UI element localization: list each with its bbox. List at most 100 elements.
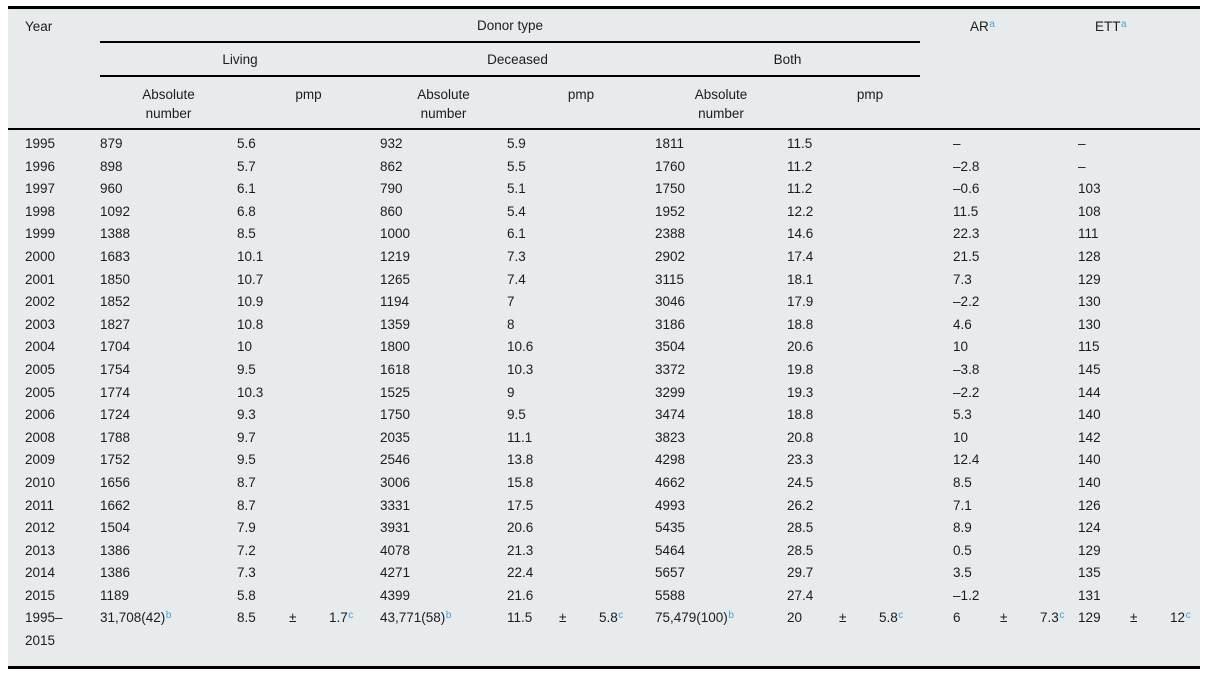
footnote-marker-a: a xyxy=(989,18,995,30)
cell-living-abs: 1683 xyxy=(100,248,131,264)
cell-deceased-pmp: 22.4 xyxy=(507,565,534,581)
cell-both-abs: 2902 xyxy=(655,248,686,264)
table-row: 2011 1662 8.7 3331 17.5 4993 26.2 7.1 126 xyxy=(8,495,1200,518)
cell-ett: 103 xyxy=(1078,181,1101,197)
cell-both-abs: 4662 xyxy=(655,474,686,490)
cell-ett: 135 xyxy=(1078,565,1101,581)
cell-living-pmp-mean: 8.5 ±1.7c xyxy=(237,607,380,667)
table-summary: 1995–2015 31,708(42)b 8.5 ±1.7c 43,771(58… xyxy=(8,607,1200,667)
table-row: 1996 898 5.7 862 5.5 1760 11.2 –2.8 – xyxy=(8,156,1200,179)
cell-living-pmp: 7.9 xyxy=(237,520,256,536)
cell-living-abs: 1788 xyxy=(100,429,131,445)
cell-both-abs: 1750 xyxy=(655,181,686,197)
cell-ett: 129 xyxy=(1078,271,1101,287)
table-row: 2012 1504 7.9 3931 20.6 5435 28.5 8.9 124 xyxy=(8,517,1200,540)
col-header-deceased: Deceased xyxy=(380,43,655,77)
cell-year: 2014 xyxy=(25,565,56,581)
cell-living-abs: 1656 xyxy=(100,474,131,490)
cell-deceased-pmp: 15.8 xyxy=(507,474,534,490)
cell-year: 1998 xyxy=(25,203,56,219)
cell-both-abs: 1811 xyxy=(655,128,787,156)
cell-ett: 140 xyxy=(1078,452,1101,468)
cell-ar: 7.1 xyxy=(953,497,972,513)
cell-living-abs-total: 31,708(42)b xyxy=(100,609,172,626)
cell-both-abs: 3504 xyxy=(655,339,686,355)
table-row: 1995 879 5.6 932 5.9 1811 11.5– – xyxy=(8,128,1201,156)
cell-both-pmp: 24.5 xyxy=(787,474,814,490)
cell-year: 2015 xyxy=(25,587,56,603)
cell-deceased-pmp: 5.4 xyxy=(507,203,526,219)
header-row-sub: Absolute number pmp Absolute number pmp … xyxy=(8,77,1200,129)
cell-ett: 140 xyxy=(1078,407,1101,423)
cell-living-abs: 1388 xyxy=(100,226,131,242)
cell-deceased-pmp: 21.6 xyxy=(507,587,534,603)
cell-deceased-abs: 1265 xyxy=(380,271,411,287)
table-row: 2006 1724 9.3 1750 9.5 3474 18.8 5.3 140 xyxy=(8,404,1200,427)
cell-living-pmp: 5.7 xyxy=(237,158,256,174)
donor-type-label: Donor type xyxy=(477,18,544,33)
cell-both-abs: 3474 xyxy=(655,407,686,423)
cell-deceased-pmp: 9 xyxy=(507,384,515,400)
cell-ar-mean: 6 ±7.3c xyxy=(953,607,1078,667)
footnote-marker-c: c xyxy=(1185,609,1191,621)
table-row: 2010 1656 8.7 3006 15.8 4662 24.5 8.5 140 xyxy=(8,472,1200,495)
cell-living-pmp: 9.5 xyxy=(237,361,256,377)
cell-ar: 5.3 xyxy=(953,407,972,423)
cell-year: 2001 xyxy=(25,271,56,287)
header-row-top: Year Donor type ARa ETTa xyxy=(8,8,1200,43)
cell-ett: 126 xyxy=(1078,497,1101,513)
cell-both-abs: 3186 xyxy=(655,316,686,332)
col-header-deceased-absolute: Absolute number xyxy=(417,87,470,121)
cell-living-pmp: 10 xyxy=(237,339,253,355)
cell-deceased-pmp: 7.3 xyxy=(507,248,526,264)
cell-year: 2010 xyxy=(25,474,56,490)
cell-living-abs: 1827 xyxy=(100,316,131,332)
cell-living-pmp: 6.8 xyxy=(237,203,256,219)
cell-ar: – xyxy=(953,128,1079,156)
cell-deceased-pmp: 21.3 xyxy=(507,542,534,558)
cell-both-pmp: 12.2 xyxy=(787,203,814,219)
cell-year: 2012 xyxy=(25,520,56,536)
cell-ar: 3.5 xyxy=(953,565,972,581)
cell-both-abs: 3372 xyxy=(655,361,686,377)
cell-deceased-pmp: 8 xyxy=(507,316,515,332)
cell-ar: 10 xyxy=(953,429,969,445)
cell-living-abs: 960 xyxy=(100,181,123,197)
cell-ar: 8.9 xyxy=(953,520,972,536)
table-row: 2013 1386 7.2 4078 21.3 5464 28.5 0.5 129 xyxy=(8,540,1200,563)
cell-living-abs: 1386 xyxy=(100,542,131,558)
cell-deceased-abs: 1618 xyxy=(380,361,411,377)
cell-deceased-pmp: 7.4 xyxy=(507,271,526,287)
cell-year: 1995 xyxy=(8,128,100,156)
table-header: Year Donor type ARa ETTa Living Deceased… xyxy=(8,8,1200,130)
plus-minus-sign: ± xyxy=(1130,610,1138,626)
table-row: 2001 1850 10.7 1265 7.4 3115 18.1 7.3 129 xyxy=(8,269,1200,292)
cell-year: 1997 xyxy=(25,181,56,197)
cell-both-abs: 3299 xyxy=(655,384,686,400)
plus-minus-sign: ± xyxy=(1000,610,1008,626)
cell-living-pmp: 9.7 xyxy=(237,429,256,445)
cell-ett: 128 xyxy=(1078,248,1101,264)
cell-ar: 4.6 xyxy=(953,316,972,332)
cell-deceased-abs: 1359 xyxy=(380,316,411,332)
donor-table: Year Donor type ARa ETTa Living Deceased… xyxy=(8,6,1201,669)
cell-living-pmp: 5.6 xyxy=(237,128,380,156)
cell-deceased-abs: 4271 xyxy=(380,565,411,581)
cell-ett: 130 xyxy=(1078,316,1101,332)
cell-year: 2006 xyxy=(25,407,56,423)
cell-both-pmp: 28.5 xyxy=(787,542,814,558)
cell-living-abs: 1852 xyxy=(100,294,131,310)
cell-ar: 8.5 xyxy=(953,474,972,490)
cell-deceased-abs: 1525 xyxy=(380,384,411,400)
cell-ett: 140 xyxy=(1078,474,1101,490)
cell-ett: 111 xyxy=(1078,226,1099,242)
cell-both-abs: 1952 xyxy=(655,203,686,219)
cell-ett: 142 xyxy=(1078,429,1101,445)
cell-living-pmp: 8.7 xyxy=(237,474,256,490)
table-row: 2000 1683 10.1 1219 7.3 2902 17.4 21.5 128 xyxy=(8,246,1200,269)
cell-both-abs: 3115 xyxy=(655,271,685,287)
cell-deceased-abs: 2035 xyxy=(380,429,411,445)
cell-ar: –2.2 xyxy=(953,294,980,310)
cell-ett: 108 xyxy=(1078,203,1101,219)
table-row: 2002 1852 10.9 1194 7 3046 17.9 –2.2 130 xyxy=(8,291,1200,314)
